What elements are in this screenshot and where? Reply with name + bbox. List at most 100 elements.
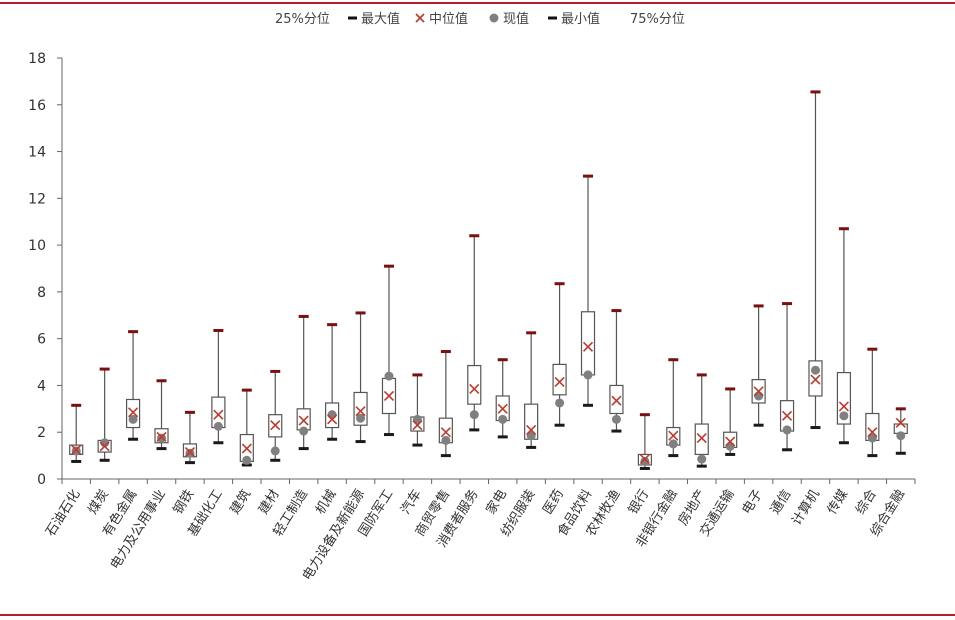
current-value-dot [327,410,337,420]
box-0 [69,403,84,463]
legend-label: 最小值 [561,11,600,27]
x-category-label: 传媒 [825,487,852,517]
x-category-label: 钢铁 [171,487,198,517]
current-value-dot [583,370,593,380]
current-value-dot [469,410,479,420]
median-cross [412,420,423,431]
y-tick-label: 18 [28,51,46,67]
x-category-label: 通信 [768,487,795,517]
iqr-box [836,371,852,425]
median-cross [895,417,906,428]
current-value-dot [668,439,678,449]
median-cross [469,383,480,395]
box-19 [609,309,624,433]
box-24 [751,304,766,427]
y-tick-label: 2 [37,425,46,441]
x-category-label: 建材 [256,487,283,517]
x-category-label: 煤炭 [86,487,113,517]
box-20 [637,413,652,470]
y-tick-label: 8 [37,285,46,301]
median-cross [639,454,650,465]
median-cross [554,376,565,388]
current-value-dot [384,371,394,381]
current-value-dot [782,425,792,435]
box-series [69,90,908,470]
x-category-label: 石油石化 [43,487,83,539]
x-category-label: 建筑 [227,487,254,518]
box-12 [410,373,425,447]
box-23 [723,387,738,456]
current-value-dot [754,391,764,401]
box-17 [552,282,567,427]
x-category-label: 银行 [626,487,653,517]
legend: 25%分位 最大值 中位值 现值 最小值 75%分位 [275,11,685,27]
median-cross [383,390,395,402]
median-cross [184,447,196,458]
median-cross [440,427,451,438]
median-cross [128,407,139,418]
y-tick-label: 6 [37,332,46,348]
current-value-dot [498,414,508,424]
median-cross [781,410,793,421]
legend-label: 75%分位 [630,12,685,27]
x-category-label: 电子 [740,487,767,517]
current-value-dot [640,456,650,466]
current-value-dot [441,435,451,445]
top-rule [0,2,955,4]
median-cross [71,444,82,455]
median-cross [611,395,622,406]
box-11 [381,264,397,437]
median-cross [867,427,878,438]
median-cross [526,424,537,435]
current-value-dot [839,411,849,421]
current-value-dot [213,421,223,431]
box-29 [893,407,908,455]
y-tick-label: 10 [28,238,46,254]
median-cross [668,430,679,441]
legend-label: 中位值 [429,11,468,27]
median-cross [327,414,338,425]
current-value-dot [242,455,252,465]
current-value-dot [185,448,195,458]
iqr-box [467,364,482,405]
x-category-label: 医药 [540,487,567,517]
median-cross [753,386,764,397]
median-cross [725,436,736,447]
box-25 [779,302,795,452]
x-category-label: 机械 [313,487,340,517]
box-2 [125,330,141,441]
current-value-dot [611,414,621,424]
y-tick-label: 12 [28,191,46,207]
box-3 [154,379,169,451]
current-value-dot [526,431,536,441]
current-value-dot [867,433,877,443]
box-26 [808,90,823,430]
box-8 [296,314,311,451]
iqr-box [694,423,709,456]
box-6 [239,388,254,467]
box-22 [694,373,709,468]
box-14 [467,234,482,432]
median-cross [270,420,281,431]
legend-label: 最大值 [361,11,400,27]
box-4 [182,410,198,465]
box-13 [438,350,453,458]
median-cross [696,433,707,444]
current-value-dot [697,454,707,464]
box-21 [666,358,681,458]
current-value-dot [555,398,565,408]
legend-label: 25%分位 [275,12,330,27]
x-category-label: 计算机 [789,487,822,528]
box-1 [97,367,112,462]
box-27 [836,227,852,445]
y-axis: 0 2 4 6 8 10 12 14 16 18 [28,51,63,488]
x-category-label: 汽车 [397,487,424,518]
median-cross [156,431,167,442]
current-value-dot [896,431,906,441]
current-value-dot [71,446,81,456]
current-value-dot [157,433,167,443]
box-10 [353,311,368,444]
box-9 [325,323,340,441]
median-cross [99,441,110,452]
